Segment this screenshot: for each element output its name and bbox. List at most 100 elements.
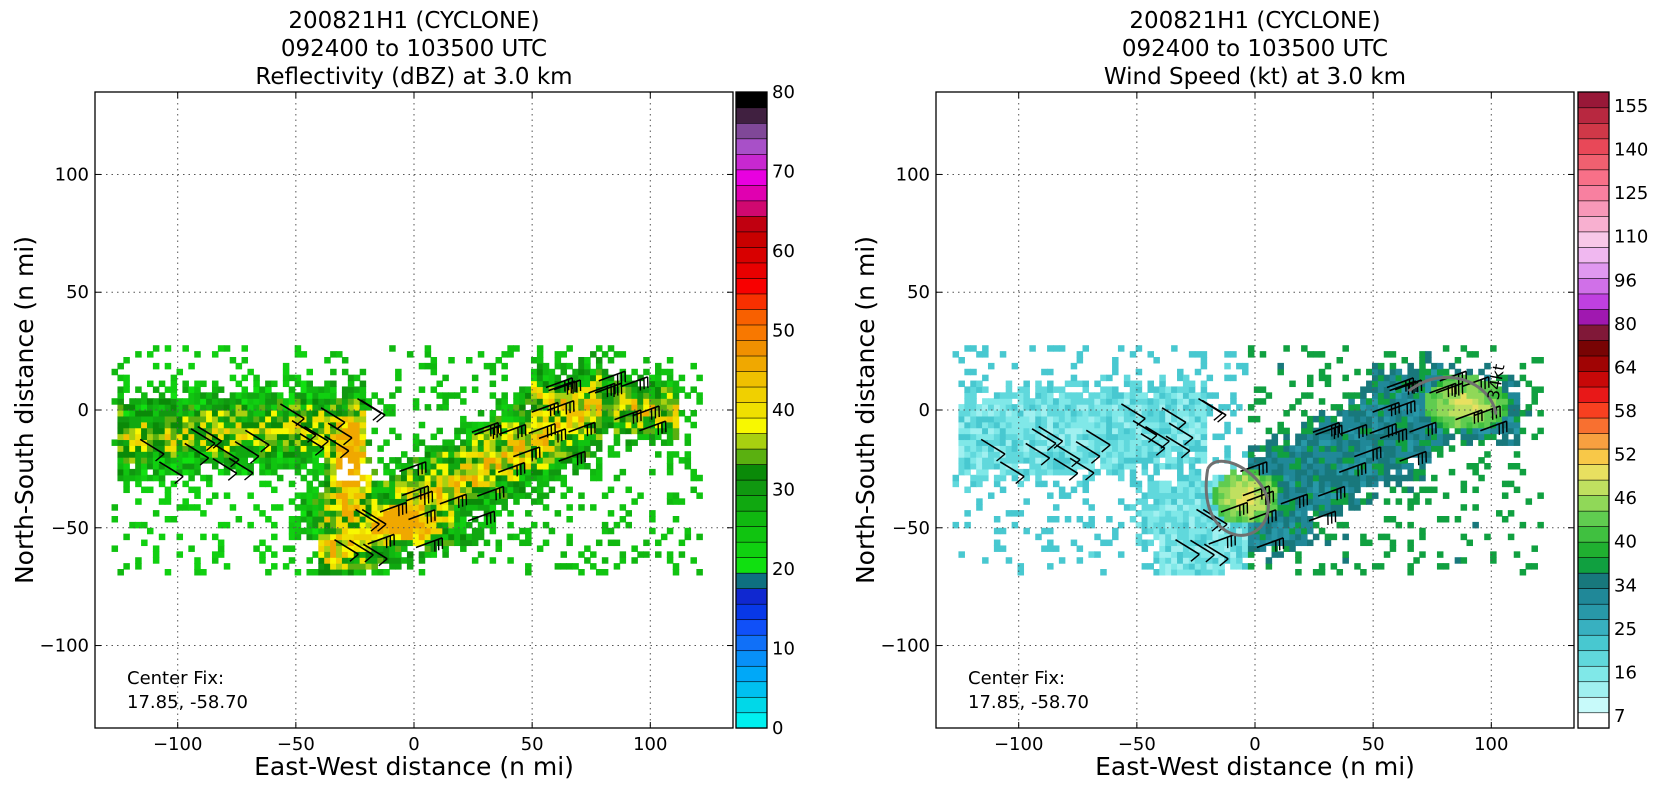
field-cell: [976, 480, 983, 488]
field-cell: [1236, 516, 1243, 523]
field-cell: [460, 439, 467, 446]
field-cell: [672, 427, 680, 435]
colorbar-swatch: [735, 355, 768, 372]
field-cell: [1242, 451, 1249, 458]
field-cell: [1194, 404, 1202, 411]
field-cell: [572, 410, 579, 417]
field-cell: [1306, 504, 1314, 511]
field-cell: [318, 410, 325, 417]
field-cell: [1153, 463, 1160, 470]
field-cell: [1342, 374, 1349, 382]
field-cell: [324, 421, 331, 429]
field-cell: [1277, 421, 1284, 429]
field-cell: [999, 445, 1007, 452]
field-cell: [259, 557, 266, 564]
field-cell: [542, 427, 550, 435]
field-cell: [1348, 445, 1355, 452]
field-cell: [235, 468, 243, 476]
field-cell: [389, 563, 396, 570]
field-cell: [1301, 474, 1308, 482]
field-cell: [1289, 463, 1296, 470]
field-cell: [1052, 545, 1060, 552]
field-cell: [1330, 445, 1338, 452]
field-cell: [684, 415, 692, 423]
field-cell: [448, 527, 455, 535]
field-cell: [371, 569, 378, 576]
field-cell: [655, 386, 662, 393]
field-cell: [465, 480, 473, 488]
field-cell: [1336, 439, 1344, 446]
field-cell: [306, 504, 313, 511]
field-cell: [170, 415, 178, 423]
field-cell: [152, 463, 160, 470]
field-cell: [300, 421, 308, 429]
field-cell: [324, 492, 331, 499]
field-cell: [548, 457, 556, 464]
field-cell: [395, 374, 402, 382]
colorbar-swatch: [735, 619, 768, 636]
field-cell: [265, 545, 272, 552]
field-cell: [536, 345, 544, 352]
field-cell: [146, 427, 154, 435]
field-cell: [1088, 404, 1095, 411]
field-cell: [1052, 439, 1060, 446]
field-cell: [1005, 415, 1013, 423]
field-cell: [259, 551, 266, 558]
field-cell: [1484, 533, 1491, 541]
field-cell: [347, 539, 355, 547]
field-cell: [1501, 374, 1509, 382]
field-cell: [1401, 439, 1409, 446]
field-cell: [324, 451, 331, 458]
field-cell: [1289, 492, 1296, 499]
field-cell: [1484, 433, 1491, 441]
field-cell: [607, 415, 615, 423]
field-cell: [1141, 427, 1149, 435]
field-cell: [1472, 374, 1479, 382]
field-cell: [1011, 404, 1019, 411]
wind-barb-shaft: [190, 428, 216, 445]
field-cell: [678, 539, 686, 547]
colorbar-tick-label: 16: [1614, 662, 1637, 683]
field-cell: [471, 439, 479, 446]
field-cell: [607, 486, 615, 494]
field-cell: [1513, 404, 1521, 411]
field-cell: [436, 492, 443, 499]
field-cell: [1301, 504, 1308, 511]
field-cell: [1082, 480, 1090, 488]
field-cell: [211, 410, 219, 417]
field-cell: [590, 410, 597, 417]
field-cell: [365, 545, 373, 552]
field-cell: [590, 386, 597, 393]
field-cell: [318, 480, 325, 488]
field-cell: [336, 504, 343, 511]
field-cell: [1147, 486, 1154, 494]
field-cell: [1283, 474, 1290, 482]
field-cell: [1212, 569, 1219, 576]
field-cell: [383, 504, 390, 511]
grid: [95, 92, 733, 728]
field-cell: [513, 474, 520, 482]
field-cell: [418, 539, 426, 547]
colorbar-swatch: [735, 696, 768, 714]
field-cell: [1306, 351, 1314, 358]
field-cell: [129, 404, 136, 411]
field-cell: [1147, 439, 1154, 446]
field-cell: [353, 410, 361, 417]
field-cell: [1117, 521, 1125, 529]
field-cell: [146, 463, 154, 470]
field-cell: [1194, 421, 1202, 429]
field-cell: [1366, 398, 1373, 405]
field-cell: [229, 439, 237, 446]
field-cell: [631, 404, 638, 411]
field-cell: [976, 504, 983, 511]
field-cell: [1312, 433, 1320, 441]
field-cell: [247, 451, 254, 458]
field-cell: [1466, 404, 1473, 411]
field-cell: [1147, 539, 1154, 547]
field-cell: [1100, 433, 1107, 441]
field-cell: [1301, 533, 1308, 541]
field-cell: [1371, 392, 1379, 399]
field-cell: [176, 468, 184, 476]
field-cell: [1419, 374, 1426, 382]
field-cell: [1531, 433, 1538, 441]
